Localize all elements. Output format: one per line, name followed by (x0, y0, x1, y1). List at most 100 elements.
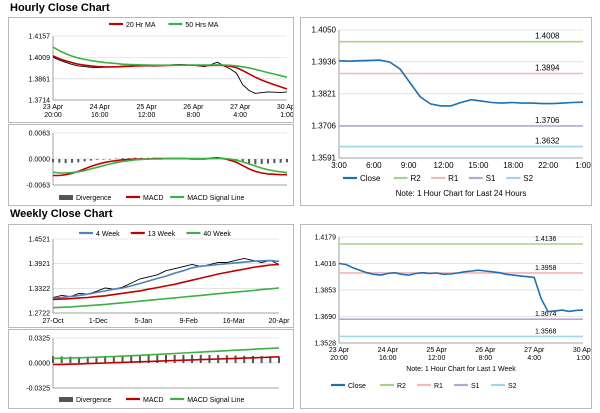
divergence-bar (108, 159, 111, 160)
level-label-s1: 1.3674 (535, 311, 557, 318)
divergence-bar (273, 159, 276, 164)
divergence-bar (191, 354, 194, 363)
x-tick-label-time: 12:00 (138, 112, 156, 119)
divergence-bar (69, 356, 72, 363)
x-tick-label-time: 8:00 (187, 112, 201, 119)
legend-label-r2: R2 (411, 174, 422, 183)
legend-label-4-week: 4 Week (96, 231, 120, 238)
divergence-bar (64, 159, 67, 164)
y-tick-label: 1.3821 (312, 89, 337, 98)
x-tick-label-time: 4:00 (527, 355, 541, 362)
weekly-week-chart: 1.4179 1.4016 1.3853 1.3690 1.3528 1.4136 1.39… (315, 235, 594, 391)
x-tick-label-time: 8:00 (479, 355, 493, 362)
x-tick-label: 30 Apr (573, 347, 591, 354)
y-tick-label: 1.3528 (315, 341, 337, 348)
y-tick-label: -0.0325 (26, 386, 50, 393)
divergence-bar (279, 159, 282, 163)
chart-note: Note: 1 Hour Chart for Last 1 Week (406, 366, 516, 373)
divergence-bar (269, 356, 272, 363)
hourly-macd-chart: 0.0063 0.0000 -0.0063 Divergence MACD MACD Si… (26, 131, 288, 202)
level-label-s2: 1.3632 (535, 137, 560, 146)
series-line-13-week (52, 263, 280, 301)
divergence-bar (52, 356, 54, 363)
y-tick-label: -0.0063 (26, 183, 50, 190)
series-line-4-week (52, 259, 280, 300)
x-tick-label: 9-Feb (179, 318, 197, 325)
y-tick-label: 0.0063 (29, 131, 51, 138)
divergence-bar (243, 355, 246, 363)
x-tick-label: 1:00 (575, 161, 591, 170)
legend-label-macd-signal-line: MACD Signal Line (187, 397, 244, 404)
y-tick-label: 1.4050 (312, 26, 337, 35)
divergence-bar (156, 355, 159, 363)
x-tick-label: 12:00 (434, 161, 455, 170)
divergence-bar (77, 159, 80, 163)
y-tick-label: 1.4179 (315, 235, 337, 242)
level-label-s1: 1.3706 (535, 116, 560, 125)
y-tick-label: 0.0325 (29, 336, 51, 343)
x-tick-label: 25 Apr (426, 347, 447, 354)
x-tick-label: 26 Apr (475, 347, 496, 354)
divergence-bar (182, 354, 185, 363)
x-tick-label: 20-Apr (268, 318, 290, 325)
series-line-close (338, 59, 584, 107)
divergence-bar (60, 356, 63, 363)
y-tick-label: 1.4521 (29, 237, 51, 244)
y-tick-label: 1.3714 (29, 98, 51, 105)
divergence-bar (83, 159, 86, 162)
weekly-price-panel: 1.4521 1.3921 1.3322 1.2722 27-Oct 1-Dec 5-Jan… (8, 224, 294, 328)
y-tick-label: 1.3936 (312, 57, 337, 66)
y-tick-label: 1.3861 (29, 76, 51, 83)
hourly-24h-chart: 1.4050 1.3936 1.3821 1.3706 1.3591 1.4008 1.38… (312, 26, 592, 199)
x-tick-label-time: 1:00 (576, 355, 590, 362)
divergence-bar (254, 159, 257, 165)
series-line-macd (53, 156, 287, 177)
x-tick-label: 9:00 (401, 161, 417, 170)
series-line-macd-signal-line (52, 157, 288, 174)
divergence-bar (102, 159, 105, 160)
divergence-bar (58, 159, 61, 163)
x-tick-label: 26 Apr (183, 104, 204, 111)
x-tick-label-time: 16:00 (379, 355, 397, 362)
x-tick-label: 24 Apr (378, 347, 399, 354)
series-line-40-week (52, 287, 280, 309)
legend-label-13-week: 13 Week (148, 231, 176, 238)
x-tick-label: 23 Apr (43, 104, 64, 111)
hourly-price-panel: 1.4157 1.4009 1.3861 1.3714 23 Apr 20:00 24 Ap… (8, 17, 298, 123)
weekly-week-panel: 1.4179 1.4016 1.3853 1.3690 1.3528 1.4136 1.39… (300, 224, 594, 409)
divergence-bar (121, 355, 124, 363)
y-tick-label: 0.0000 (29, 157, 51, 164)
legend-label-r1: R1 (434, 383, 443, 390)
x-tick-label: 16-Mar (223, 318, 246, 325)
legend-swatch-divergence (59, 397, 73, 402)
y-tick-label: 1.3853 (315, 288, 337, 295)
x-tick-label: 3:00 (331, 161, 347, 170)
level-label-r1: 1.3894 (535, 64, 560, 73)
x-tick-label: 5-Jan (135, 318, 153, 325)
divergence-bar (173, 354, 176, 363)
y-tick-label: 1.3322 (29, 286, 51, 293)
legend-label-divergence: Divergence (76, 195, 112, 202)
series-line-macd-signal-line (52, 347, 280, 360)
divergence-bar (86, 356, 89, 363)
divergence-bar (251, 355, 254, 363)
divergence-bar (78, 356, 81, 363)
series-line-close (338, 262, 584, 313)
hourly-macd-panel: 0.0063 0.0000 -0.0063 Divergence MACD MACD Si… (8, 124, 294, 206)
divergence-bar (138, 355, 141, 363)
legend-label-40-week: 40 Week (203, 231, 231, 238)
divergence-bar (121, 158, 124, 159)
weekly-section-title: Weekly Close Chart (10, 208, 113, 220)
weekly-macd-panel: 0.0325 0.0000 -0.0325 Divergence MACD MACD Si… (8, 329, 294, 409)
level-label-r2: 1.4008 (535, 32, 560, 41)
y-tick-label: 0.0000 (29, 361, 51, 368)
divergence-bar (89, 159, 92, 161)
x-tick-label-time: 20:00 (330, 355, 348, 362)
legend-label-r1: R1 (448, 174, 459, 183)
legend-label-s1: S1 (471, 383, 480, 390)
x-tick-label-time: 20:00 (44, 112, 62, 119)
x-tick-label-time: 12:00 (428, 355, 446, 362)
legend-label-s2: S2 (523, 174, 533, 183)
